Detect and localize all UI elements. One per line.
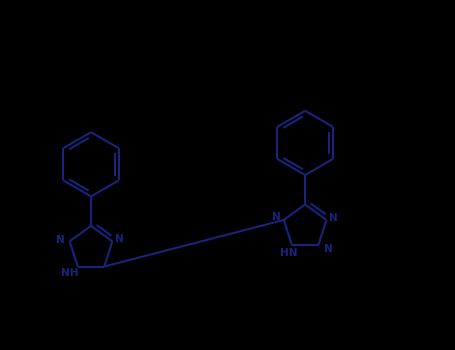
Text: N: N [56, 235, 64, 245]
Text: N: N [115, 234, 124, 244]
Text: HN: HN [280, 247, 298, 258]
Text: NH: NH [61, 268, 79, 278]
Text: N: N [324, 244, 332, 254]
Text: N: N [329, 214, 337, 223]
Text: N: N [273, 212, 281, 222]
